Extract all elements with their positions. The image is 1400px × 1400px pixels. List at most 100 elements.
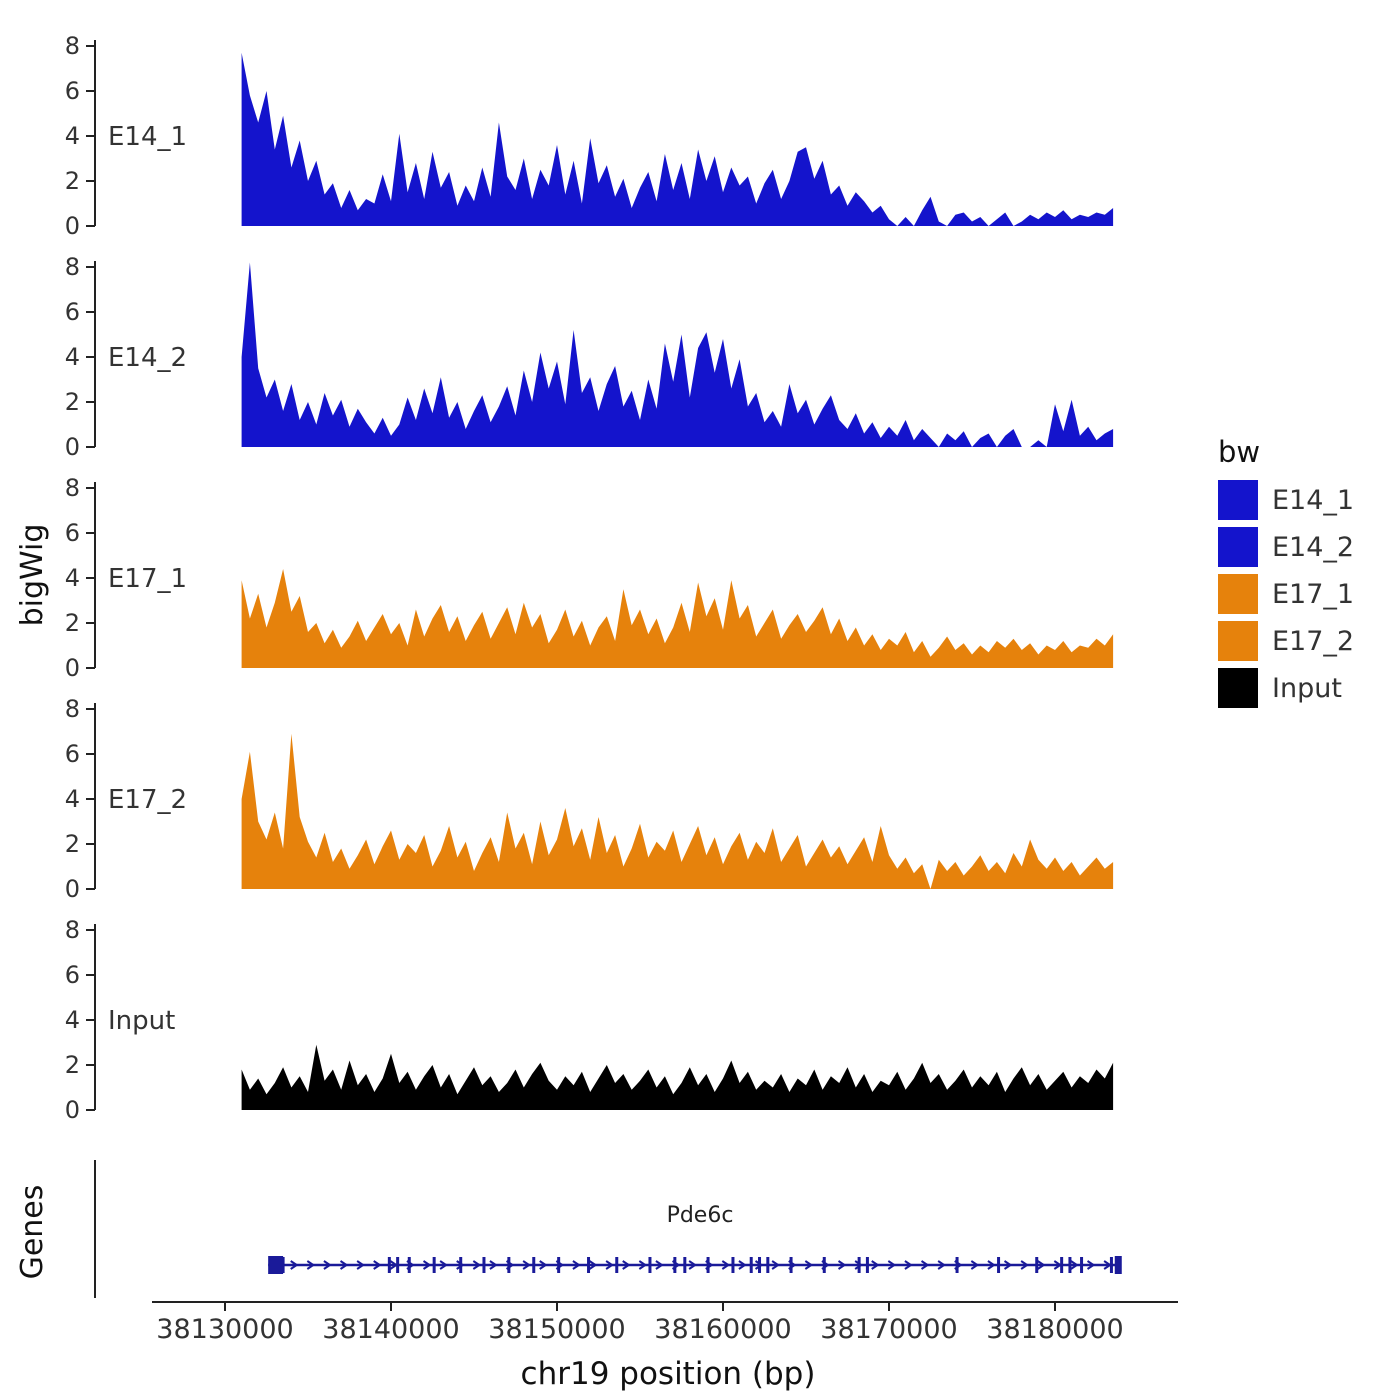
gene-name-label: Pde6c bbox=[667, 1203, 734, 1228]
gene-strand-arrow bbox=[373, 1260, 382, 1270]
y-tick-label: 6 bbox=[65, 77, 80, 105]
track-label-E17_1: E17_1 bbox=[108, 564, 187, 594]
gene-strand-arrow bbox=[1103, 1260, 1112, 1270]
y-tick-label: 4 bbox=[65, 1006, 80, 1034]
gene-strand-arrow bbox=[555, 1260, 565, 1270]
gene-exon bbox=[822, 1257, 826, 1273]
gene-strand-arrow bbox=[539, 1260, 548, 1270]
gene-strand-arrow bbox=[788, 1260, 797, 1270]
gene-exon bbox=[459, 1257, 463, 1273]
gene-exon bbox=[1035, 1257, 1039, 1273]
x-tick-label: 38130000 bbox=[156, 1314, 293, 1345]
legend-label-Input: Input bbox=[1272, 673, 1342, 704]
gene-strand-arrow bbox=[588, 1260, 598, 1270]
y-tick-label: 2 bbox=[65, 167, 80, 195]
x-tick-label: 38180000 bbox=[986, 1314, 1123, 1345]
gene-exon bbox=[482, 1257, 486, 1273]
y-tick-label: 4 bbox=[65, 122, 80, 150]
gene-strand-arrow bbox=[671, 1260, 681, 1270]
y-tick-label: 6 bbox=[65, 519, 80, 547]
y-tick-label: 0 bbox=[65, 212, 80, 240]
y-tick-label: 0 bbox=[65, 1096, 80, 1124]
chart-render-layer: 0 2 4 6 8 E14_1 0 2 4 6 8 E14_2 0 2 4 6 8 E17_1 0 2 4 6 8 E17_2… bbox=[65, 32, 1354, 1345]
gene-strand-arrow bbox=[887, 1260, 897, 1270]
gene-strand-arrow bbox=[721, 1260, 731, 1270]
gene-strand-arrow bbox=[655, 1260, 664, 1270]
gene-strand-arrow bbox=[306, 1260, 316, 1270]
gene-strand-arrow bbox=[937, 1260, 946, 1270]
gene-exon bbox=[749, 1257, 753, 1273]
y-axis-label: bigWig bbox=[15, 524, 50, 627]
gene-last-exon bbox=[1114, 1256, 1122, 1274]
y-tick-label: 8 bbox=[65, 474, 80, 502]
gene-strand-arrow bbox=[489, 1260, 498, 1270]
legend-swatch-E17_2 bbox=[1218, 621, 1258, 661]
gene-exon bbox=[857, 1257, 861, 1273]
track-label-E17_2: E17_2 bbox=[108, 785, 187, 815]
gene-exon bbox=[615, 1257, 619, 1273]
gene-strand-arrow bbox=[339, 1260, 349, 1270]
gene-strand-arrow bbox=[406, 1260, 415, 1270]
y-tick-label: 6 bbox=[65, 298, 80, 326]
track-label-Input: Input bbox=[108, 1006, 175, 1036]
gene-strand-arrow bbox=[920, 1260, 930, 1270]
gene-strand-arrow bbox=[837, 1260, 847, 1270]
gene-strand-arrow bbox=[688, 1260, 697, 1270]
legend-swatch-E17_1 bbox=[1218, 574, 1258, 614]
y-tick-label: 2 bbox=[65, 609, 80, 637]
y-tick-label: 0 bbox=[65, 654, 80, 682]
gene-exon bbox=[955, 1257, 959, 1273]
y-tick-label: 6 bbox=[65, 961, 80, 989]
coverage-area-Input bbox=[241, 1044, 1114, 1110]
legend-label-E17_2: E17_2 bbox=[1272, 626, 1354, 657]
y-tick-label: 2 bbox=[65, 830, 80, 858]
gene-strand-arrow bbox=[1003, 1260, 1013, 1270]
coverage-area-E17_2 bbox=[241, 733, 1114, 889]
gene-strand-arrow bbox=[1070, 1260, 1079, 1270]
track-label-E14_1: E14_1 bbox=[108, 122, 187, 152]
gene-exon bbox=[789, 1257, 793, 1273]
coverage-area-E14_1 bbox=[241, 52, 1114, 226]
gene-strand-arrow bbox=[987, 1260, 996, 1270]
x-tick-label: 38170000 bbox=[820, 1314, 957, 1345]
gene-strand-arrow bbox=[821, 1260, 830, 1270]
gene-strand-arrow bbox=[572, 1260, 581, 1270]
legend-title: bw bbox=[1218, 435, 1260, 469]
y-tick-label: 4 bbox=[65, 343, 80, 371]
legend-label-E14_1: E14_1 bbox=[1272, 485, 1354, 516]
gene-strand-arrow bbox=[290, 1260, 299, 1270]
gene-exon bbox=[766, 1257, 770, 1273]
gene-exon bbox=[648, 1257, 652, 1273]
gene-exon bbox=[1068, 1257, 1072, 1273]
gene-strand-arrow bbox=[771, 1260, 780, 1270]
gene-exon bbox=[758, 1257, 762, 1273]
legend-swatch-E14_1 bbox=[1218, 480, 1258, 520]
coverage-area-E17_1 bbox=[241, 569, 1114, 668]
gene-exon bbox=[673, 1257, 677, 1273]
gene-strand-arrow bbox=[904, 1260, 913, 1270]
gene-first-exon bbox=[268, 1256, 284, 1274]
gene-exon bbox=[706, 1257, 710, 1273]
gene-exon bbox=[587, 1257, 591, 1273]
gene-strand-arrow bbox=[389, 1260, 399, 1270]
gene-strand-arrow bbox=[522, 1260, 531, 1270]
gene-exon bbox=[507, 1257, 511, 1273]
gene-exon bbox=[532, 1257, 536, 1273]
gene-strand-arrow bbox=[638, 1260, 648, 1270]
y-tick-label: 8 bbox=[65, 253, 80, 281]
gene-strand-arrow bbox=[1020, 1260, 1029, 1270]
gene-exon bbox=[407, 1257, 411, 1273]
y-tick-label: 4 bbox=[65, 785, 80, 813]
gene-strand-arrow bbox=[804, 1260, 814, 1270]
gene-strand-arrow bbox=[605, 1260, 614, 1270]
legend-swatch-Input bbox=[1218, 668, 1258, 708]
x-tick-label: 38150000 bbox=[488, 1314, 625, 1345]
y-tick-label: 8 bbox=[65, 695, 80, 723]
x-axis-title: chr19 position (bp) bbox=[521, 1356, 816, 1392]
gene-strand-arrow bbox=[439, 1260, 448, 1270]
legend-swatch-E14_2 bbox=[1218, 527, 1258, 567]
gene-exon bbox=[1080, 1257, 1084, 1273]
gene-strand-arrow bbox=[754, 1260, 764, 1270]
